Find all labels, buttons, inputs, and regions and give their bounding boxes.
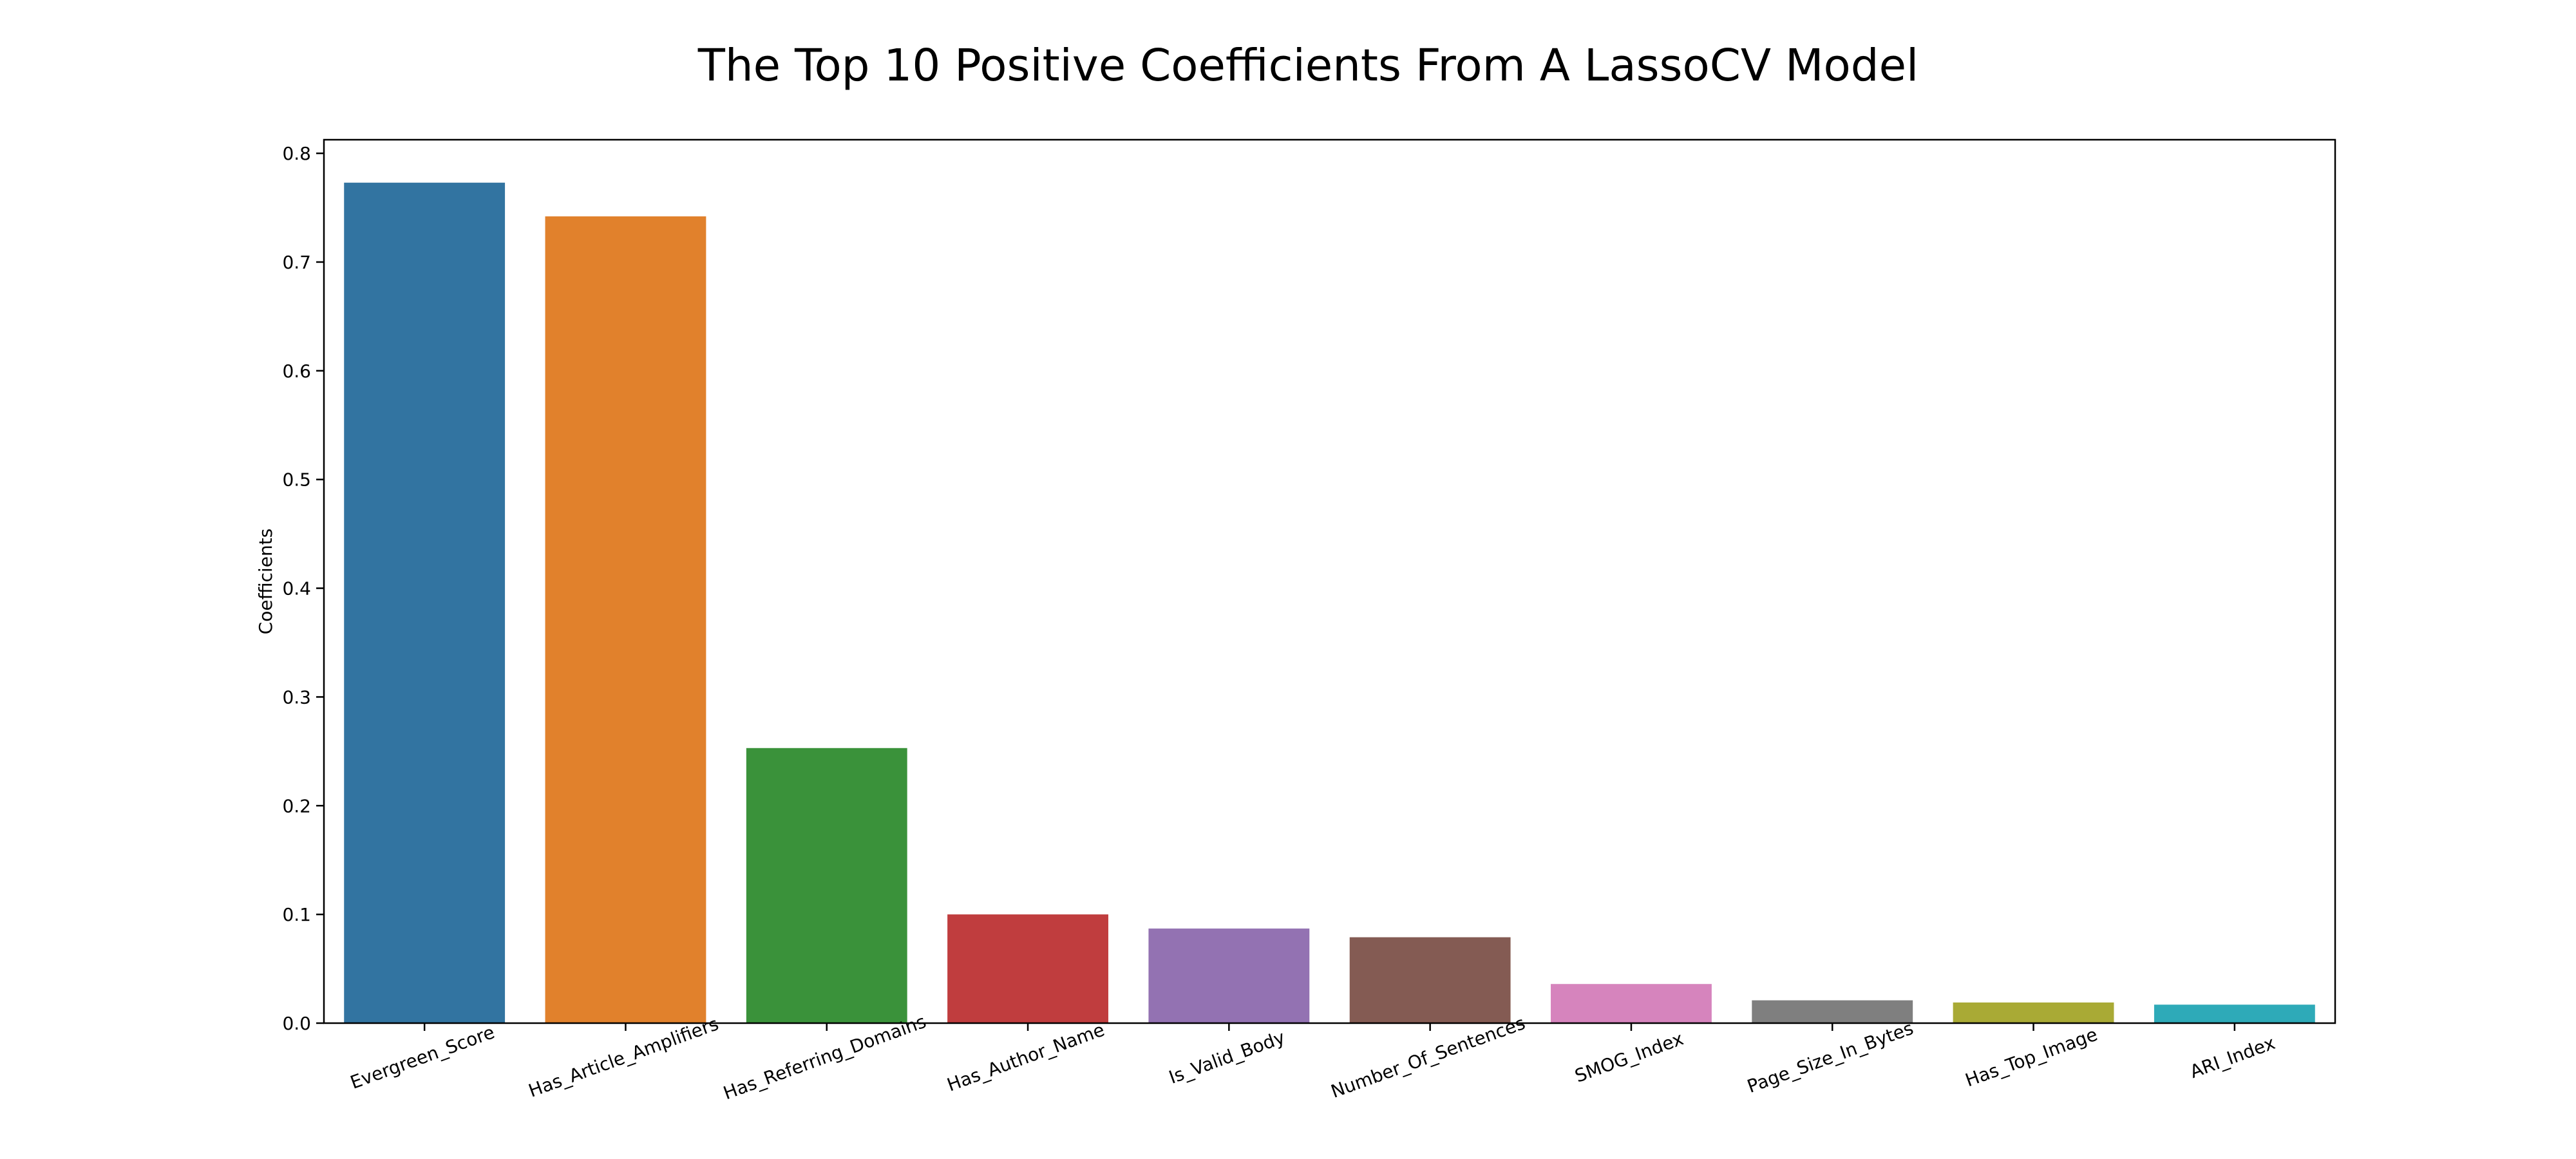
x-tick-label: Page_Size_In_Bytes bbox=[1745, 1017, 1917, 1097]
bar-has-article-amplifiers bbox=[545, 216, 706, 1024]
y-tick-label: 0.8 bbox=[282, 143, 311, 164]
y-axis-ticks: 0.0 0.1 0.2 0.3 0.4 0.5 0.6 0.7 0.8 bbox=[282, 143, 324, 1034]
x-tick-label: Has_Article_Amplifiers bbox=[526, 1013, 721, 1102]
bar-has-top-image bbox=[1953, 1002, 2114, 1023]
y-tick-label: 0.2 bbox=[282, 795, 311, 816]
x-tick-label: Has_Author_Name bbox=[944, 1019, 1107, 1096]
x-tick-label: Has_Top_Image bbox=[1962, 1024, 2100, 1091]
bar-has-author-name bbox=[947, 914, 1108, 1023]
y-axis-label: Coefficients bbox=[255, 529, 276, 635]
bar-page-size-in-bytes bbox=[1752, 1000, 1913, 1023]
y-tick-label: 0.7 bbox=[282, 252, 311, 273]
y-tick-label: 0.0 bbox=[282, 1013, 311, 1034]
x-tick-label: SMOG_Index bbox=[1572, 1028, 1686, 1086]
x-tick-label: Has_Referring_Domains bbox=[721, 1011, 929, 1104]
x-tick-label: Number_Of_Sentences bbox=[1328, 1012, 1528, 1102]
bar-has-referring-domains bbox=[746, 748, 907, 1023]
y-tick-label: 0.5 bbox=[282, 469, 311, 491]
plot-frame bbox=[323, 138, 2336, 1024]
chart-title: The Top 10 Positive Coefficients From A … bbox=[697, 40, 1919, 91]
bar-smog-index bbox=[1551, 984, 1712, 1023]
y-tick-label: 0.3 bbox=[282, 686, 311, 708]
x-tick-label: ARI_Index bbox=[2187, 1032, 2278, 1082]
y-tick-label: 0.1 bbox=[282, 904, 311, 925]
y-tick-label: 0.4 bbox=[282, 578, 311, 599]
x-axis-ticks: Evergreen_Score Has_Article_AmplifiersHas… bbox=[347, 1011, 2278, 1104]
x-tick-label: Evergreen_Score bbox=[347, 1021, 497, 1093]
bar-ari-index bbox=[2154, 1004, 2315, 1023]
bars bbox=[344, 182, 2315, 1024]
y-tick-label: 0.6 bbox=[282, 361, 311, 382]
x-tick-label: Is_Valid_Body bbox=[1166, 1026, 1288, 1088]
bar-evergreen-score bbox=[344, 182, 506, 1023]
bar-is-valid-body bbox=[1148, 928, 1310, 1023]
bar-number-of-sentences bbox=[1349, 937, 1511, 1023]
